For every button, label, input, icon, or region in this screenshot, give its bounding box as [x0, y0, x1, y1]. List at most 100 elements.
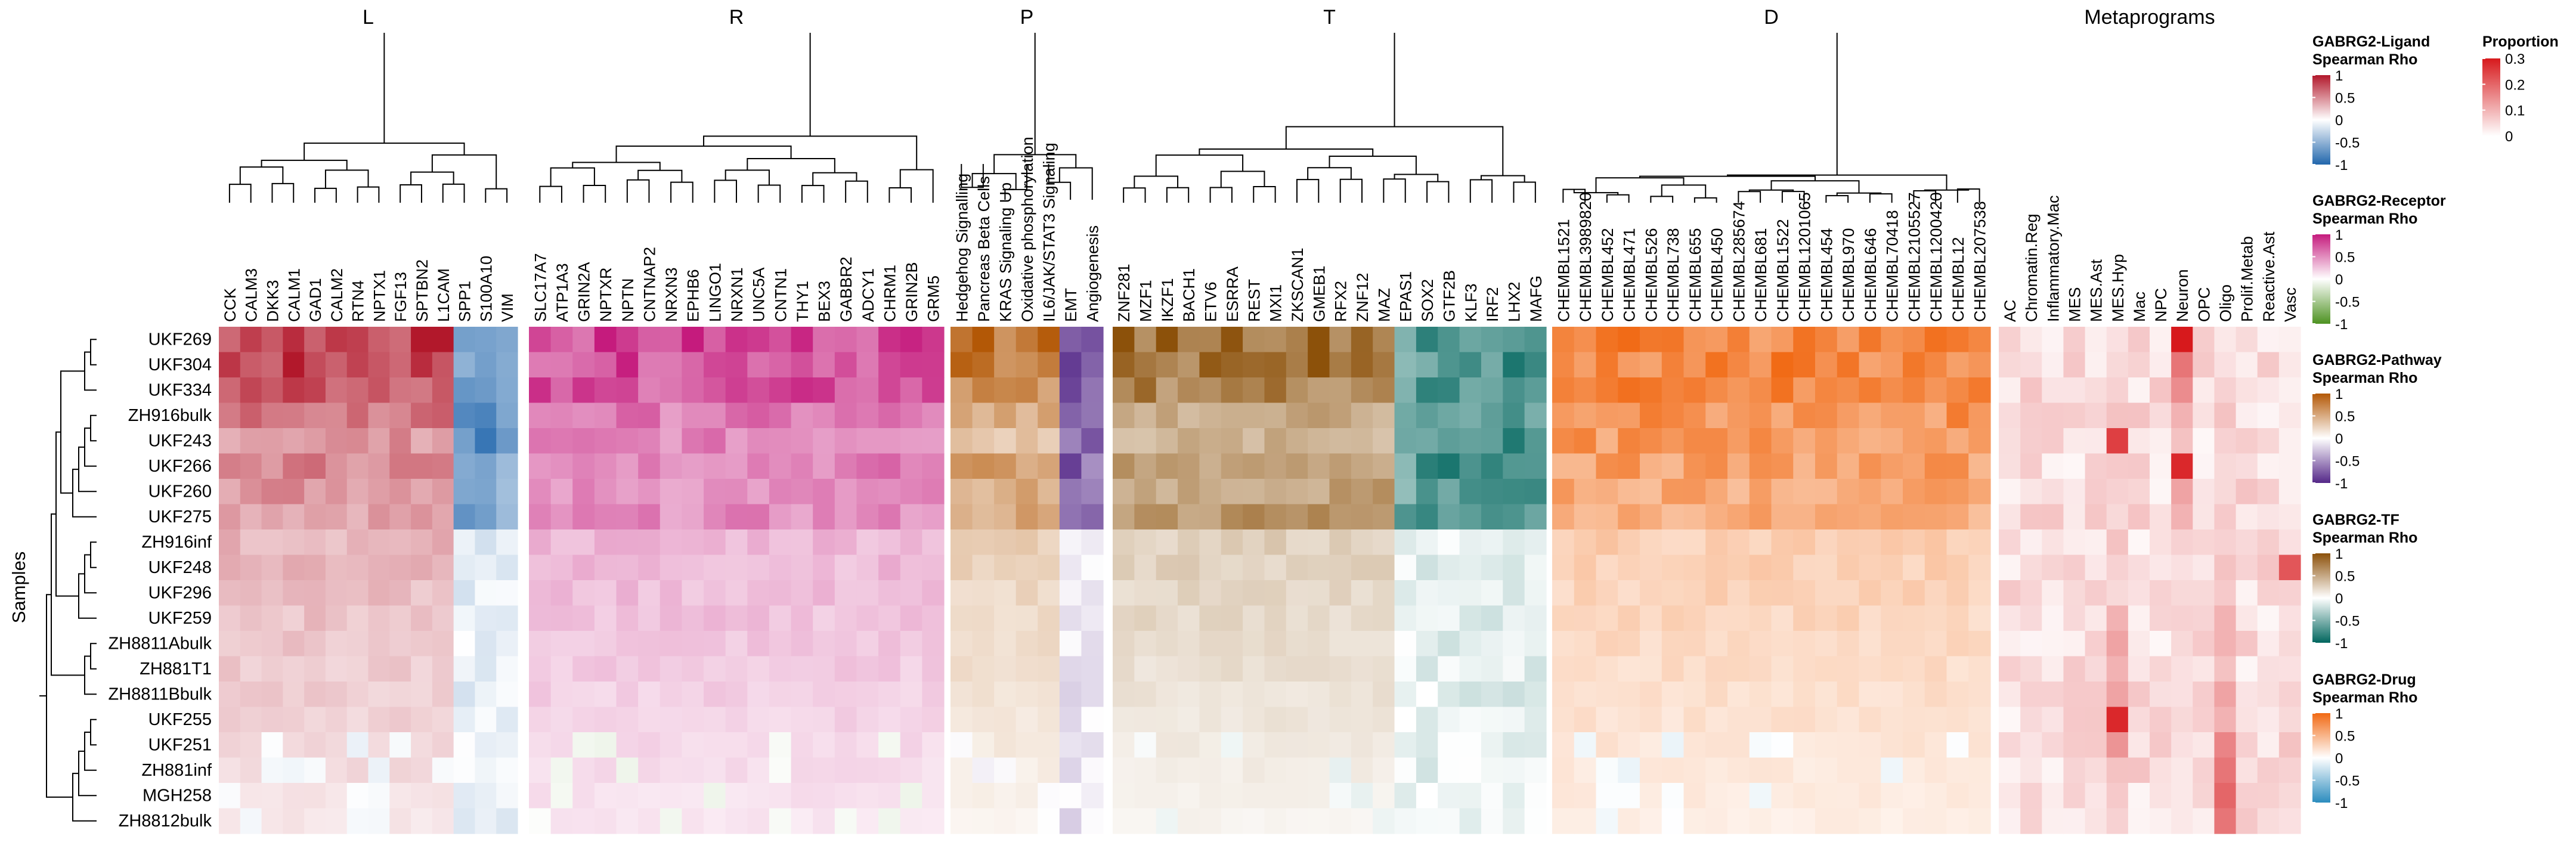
heatmap-cell: [1264, 327, 1287, 353]
heatmap-cell: [1015, 732, 1038, 758]
heatmap-cell: [1156, 402, 1178, 429]
heatmap-cell: [813, 757, 835, 783]
heatmap-cell: [1640, 732, 1662, 758]
heatmap-cell: [1771, 605, 1794, 631]
heatmap-cell: [283, 631, 305, 657]
heatmap-cell: [2042, 453, 2064, 479]
heatmap-cell: [704, 529, 726, 556]
heatmap-cell: [1683, 656, 1706, 682]
heatmap-cell: [1815, 757, 1838, 783]
row-dendrogram: [39, 339, 97, 822]
heatmap-cell: [1552, 783, 1575, 809]
heatmap-cell: [1308, 808, 1330, 834]
heatmap-cell: [878, 783, 901, 809]
heatmap-cell: [725, 757, 748, 783]
heatmap-cell: [660, 580, 683, 606]
heatmap-cell: [791, 732, 813, 758]
heatmap-cell: [1903, 580, 1925, 606]
row-label: UKF243: [148, 432, 212, 451]
heatmap-cell: [1749, 479, 1772, 505]
heatmap-cell: [1438, 783, 1460, 809]
heatmap-cell: [2193, 352, 2215, 378]
heatmap-cell: [550, 682, 573, 708]
heatmap-cell: [950, 377, 973, 404]
heatmap-cell: [1059, 453, 1082, 479]
heatmap-cell: [682, 555, 704, 581]
heatmap-cell: [2236, 402, 2258, 429]
heatmap-cell: [2150, 732, 2172, 758]
heatmap-cell: [529, 529, 552, 556]
heatmap-cell: [1264, 453, 1287, 479]
heatmap-cell: [1574, 605, 1597, 631]
heatmap-cell: [704, 707, 726, 733]
heatmap-cell: [1416, 402, 1438, 429]
heatmap-cell: [529, 580, 552, 606]
heatmap-cell: [1683, 377, 1706, 404]
heatmap-cell: [1459, 631, 1482, 657]
heatmap-cell: [950, 428, 973, 454]
heatmap-cell: [1683, 682, 1706, 708]
heatmap-cell: [725, 327, 748, 353]
heatmap-cell: [2193, 377, 2215, 404]
heatmap-cell: [2257, 682, 2280, 708]
heatmap-cell: [240, 428, 262, 454]
heatmap-cell: [550, 402, 573, 429]
heatmap-cell: [1038, 504, 1060, 530]
heatmap-cell: [1903, 555, 1925, 581]
heatmap-cell: [972, 605, 995, 631]
heatmap-cell: [1503, 757, 1525, 783]
heatmap-cell: [1749, 377, 1772, 404]
heatmap-cell: [1837, 757, 1860, 783]
heatmap-cell: [1596, 352, 1618, 378]
heatmap-cell: [1351, 656, 1373, 682]
heatmap-cell: [1156, 428, 1178, 454]
legend-tick-label: -0.5: [2335, 454, 2360, 470]
column-label: THY1: [794, 281, 812, 322]
legend-tick-label: 0.3: [2505, 51, 2525, 67]
heatmap-cell: [1924, 504, 1948, 530]
heatmap-cell: [572, 631, 595, 657]
heatmap-cell: [1243, 504, 1265, 530]
heatmap-cell: [791, 707, 813, 733]
heatmap-cell: [1059, 402, 1082, 429]
heatmap-cell: [1661, 327, 1685, 353]
heatmap-cell: [1859, 707, 1881, 733]
heatmap-cell: [1903, 479, 1925, 505]
heatmap-cell: [283, 757, 305, 783]
heatmap-cell: [1859, 352, 1881, 378]
heatmap-cell: [616, 808, 639, 834]
heatmap-cell: [389, 757, 411, 783]
heatmap-cell: [1394, 327, 1417, 353]
heatmap-cell: [1438, 605, 1460, 631]
heatmap-cell: [1815, 402, 1838, 429]
heatmap-cell: [2020, 428, 2042, 454]
heatmap-cell: [878, 402, 901, 429]
heatmap-cell: [2171, 377, 2193, 404]
heatmap-cell: [747, 656, 770, 682]
heatmap-cell: [1552, 707, 1575, 733]
heatmap-cell: [2257, 428, 2280, 454]
column-label: LHX2: [1505, 281, 1523, 322]
heatmap-cell: [346, 631, 369, 657]
heatmap-cell: [878, 682, 901, 708]
heatmap-cell: [900, 327, 922, 353]
heatmap-cell: [1113, 402, 1135, 429]
heatmap-cell: [747, 555, 770, 581]
heatmap-cell: [1113, 352, 1135, 378]
heatmap-cell: [2106, 327, 2129, 353]
heatmap-cell: [900, 402, 922, 429]
heatmap-cell: [325, 377, 348, 404]
heatmap-cell: [2214, 453, 2237, 479]
heatmap-cell: [2171, 682, 2193, 708]
heatmap-cell: [346, 808, 369, 834]
heatmap-cell: [1286, 631, 1308, 657]
heatmap-cell: [1924, 352, 1948, 378]
heatmap-cell: [616, 656, 639, 682]
heatmap-cell: [1459, 428, 1482, 454]
heatmap-cell: [594, 504, 617, 530]
heatmap-cell: [2128, 605, 2150, 631]
heatmap-cell: [2150, 631, 2172, 657]
heatmap-cell: [1394, 605, 1417, 631]
heatmap-cell: [1903, 783, 1925, 809]
heatmap-cell: [791, 428, 813, 454]
